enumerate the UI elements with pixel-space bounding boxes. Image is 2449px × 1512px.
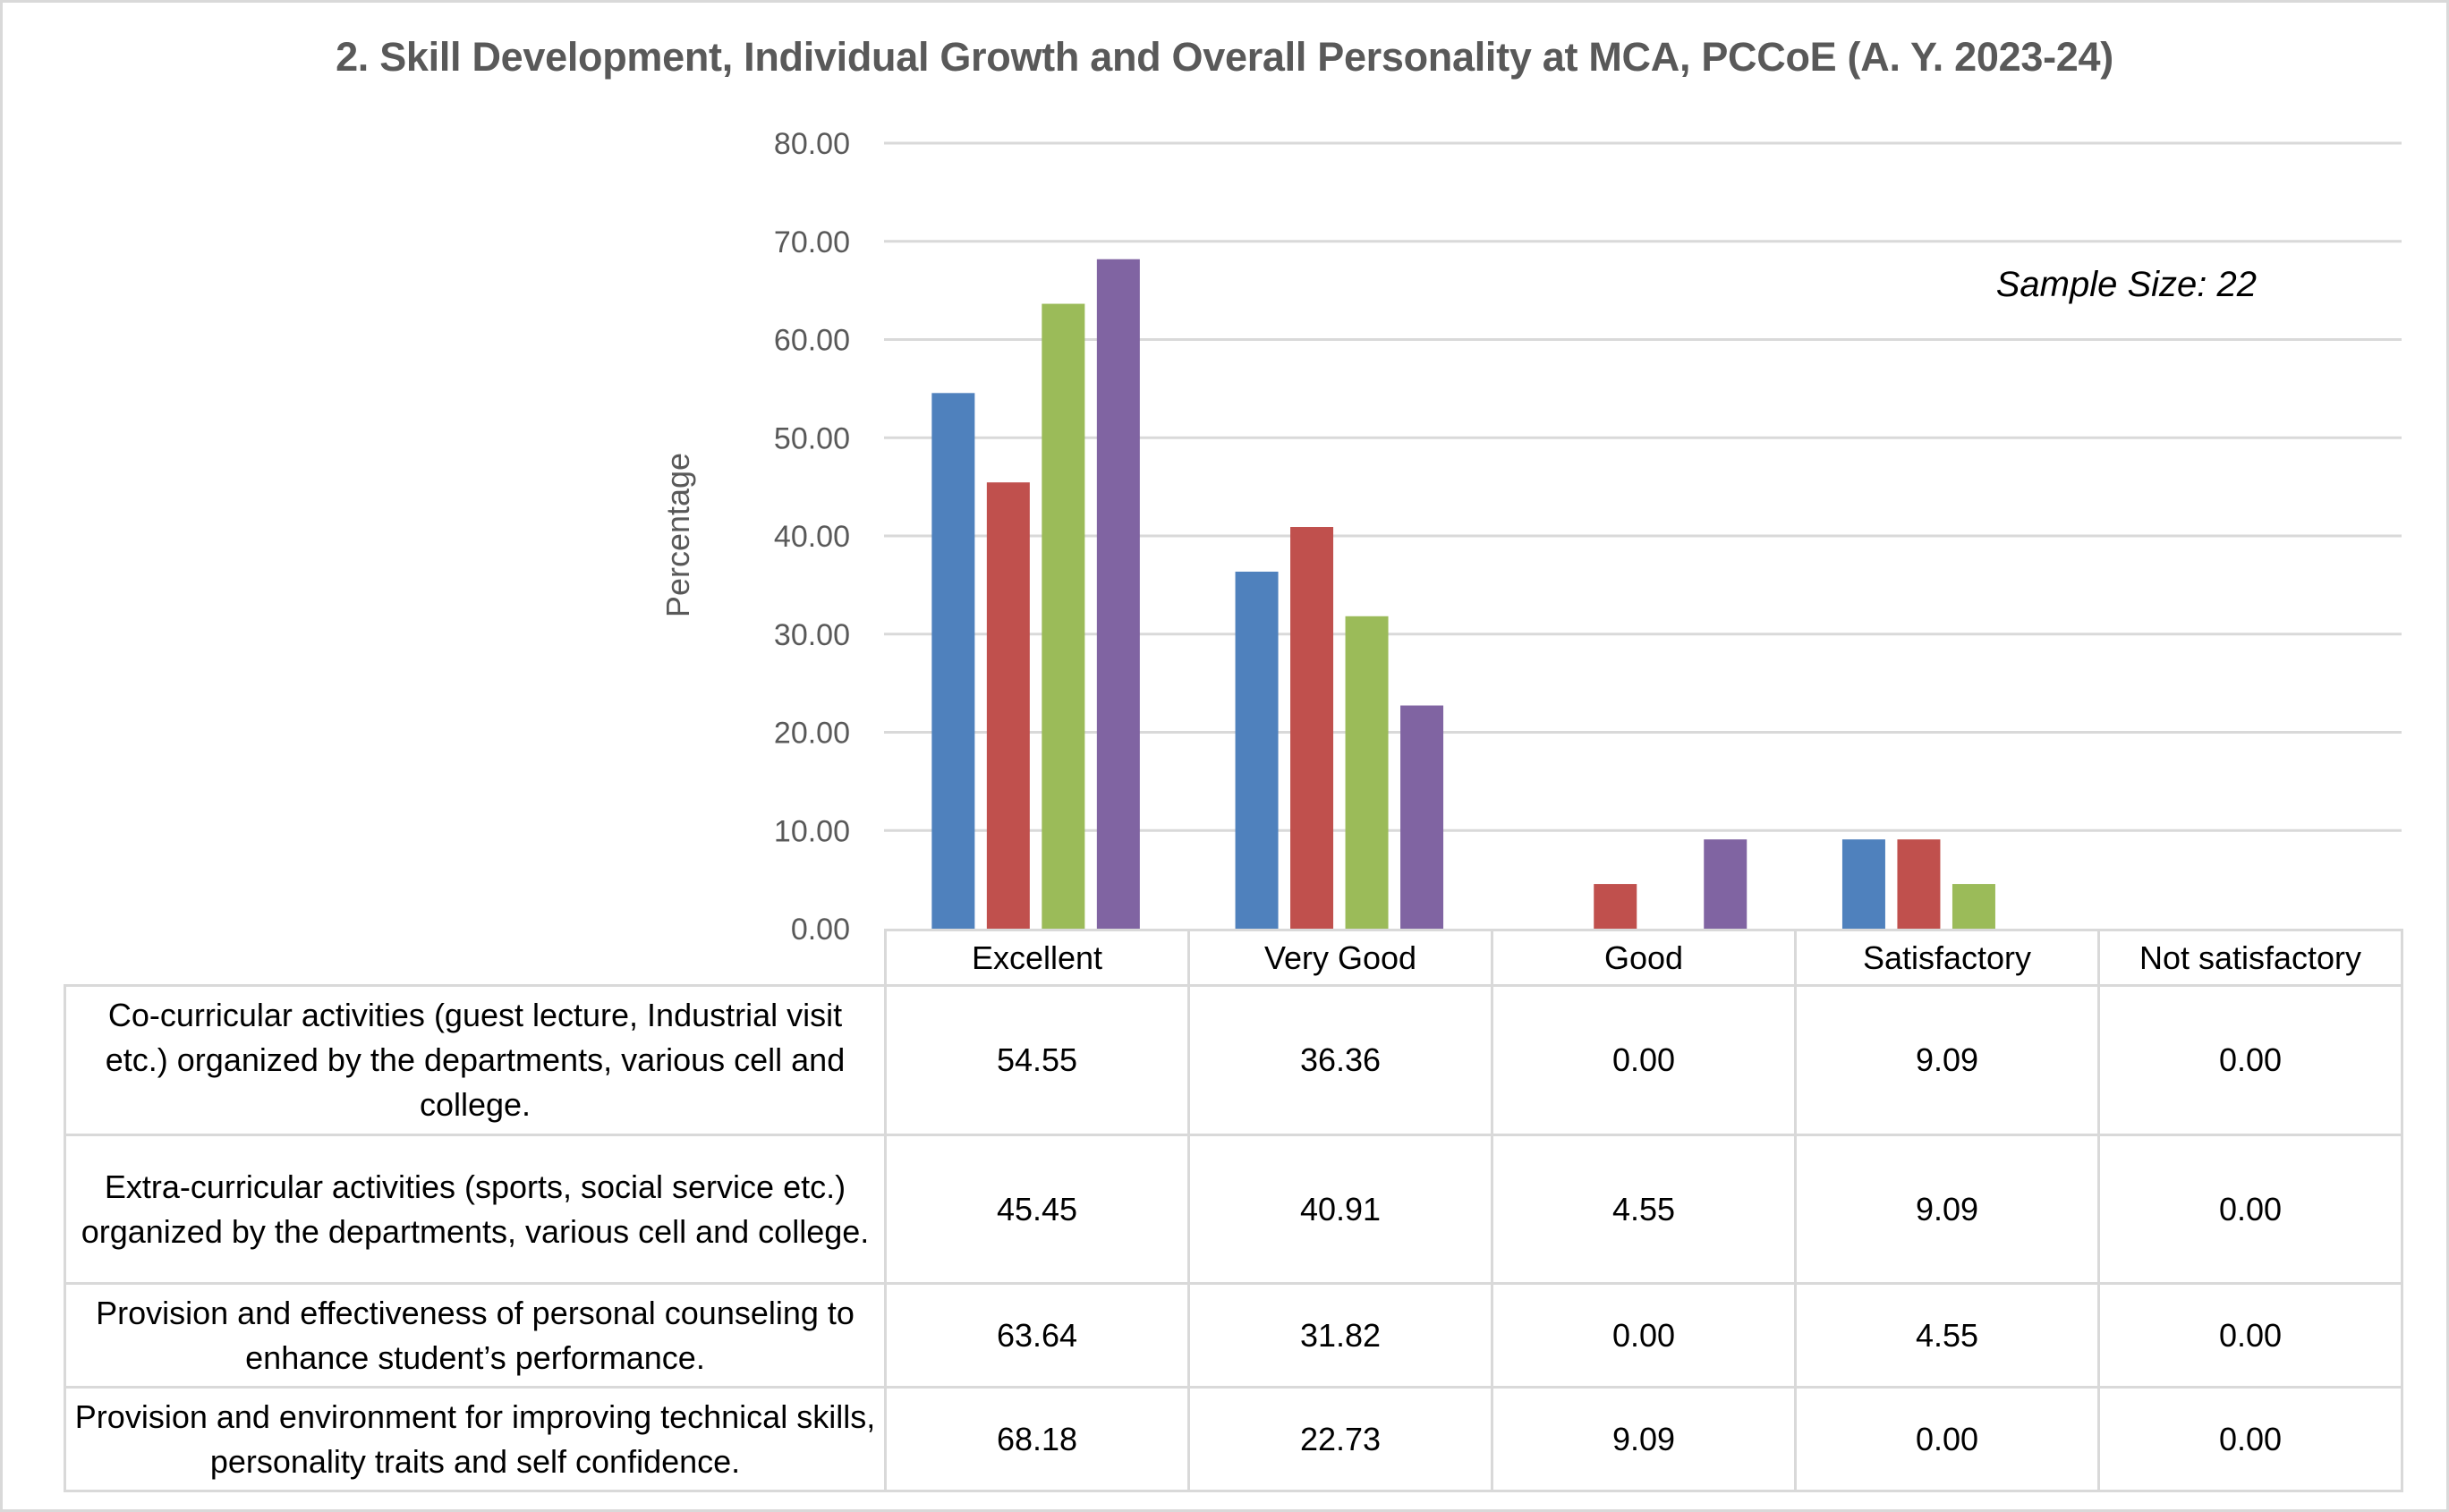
- y-tick-label: 70.00: [774, 225, 850, 259]
- series-label: Provision and environment for improving …: [64, 1386, 887, 1492]
- y-tick-label: 60.00: [774, 324, 850, 358]
- y-tick-label: 20.00: [774, 717, 850, 751]
- data-label: 0.00: [2097, 1386, 2403, 1492]
- table-row: Provision and environment for improving …: [64, 1386, 2403, 1492]
- series-label: Provision and effectiveness of personal …: [64, 1282, 887, 1389]
- data-label: 31.82: [1187, 1282, 1493, 1389]
- table-header-row: Excellent Very Good Good Satisfactory Not sa…: [64, 929, 2403, 987]
- bar: [1042, 303, 1085, 929]
- bar: [1345, 616, 1389, 929]
- data-label: 22.73: [1187, 1386, 1493, 1492]
- data-label: 45.45: [884, 1134, 1190, 1285]
- y-tick-label: 40.00: [774, 520, 850, 554]
- series-label: Extra-curricular activities (sports, soc…: [64, 1134, 887, 1285]
- bar: [1235, 571, 1279, 929]
- data-label: 0.00: [1491, 984, 1797, 1136]
- bar: [1841, 839, 1885, 929]
- data-label: 68.18: [884, 1386, 1190, 1492]
- table-row: Provision and effectiveness of personal …: [64, 1282, 2403, 1389]
- data-label: 9.09: [1794, 1134, 2100, 1285]
- data-label: 63.64: [884, 1282, 1190, 1389]
- data-label: 40.91: [1187, 1134, 1493, 1285]
- y-tick-label: 10.00: [774, 814, 850, 848]
- bar: [931, 393, 975, 930]
- bar: [1952, 884, 1995, 929]
- y-tick-label: 50.00: [774, 421, 850, 455]
- bar: [1897, 839, 1941, 929]
- chart-title: 2. Skill Development, Individual Growth …: [336, 34, 2113, 80]
- data-label: 9.09: [1491, 1386, 1797, 1492]
- data-label: 4.55: [1491, 1134, 1797, 1285]
- x-category-label: Satisfactory: [1794, 929, 2100, 987]
- data-label: 0.00: [2097, 984, 2403, 1136]
- data-label: 9.09: [1794, 984, 2100, 1136]
- bar: [1594, 884, 1637, 929]
- y-axis-ticks: 0.0010.0020.0030.0040.0050.0060.0070.008…: [774, 127, 850, 947]
- x-category-label: Not satisfactory: [2097, 929, 2403, 987]
- table-row: Co-curricular activities (guest lecture,…: [64, 984, 2403, 1136]
- bar: [986, 482, 1030, 929]
- data-label: 4.55: [1794, 1282, 2100, 1389]
- data-label: 0.00: [1794, 1386, 2100, 1492]
- series-label: Co-curricular activities (guest lecture,…: [64, 984, 887, 1136]
- bar: [1290, 527, 1334, 929]
- data-label: 0.00: [2097, 1282, 2403, 1389]
- data-label: 0.00: [2097, 1134, 2403, 1285]
- data-label: 0.00: [1491, 1282, 1797, 1389]
- x-category-label: Good: [1491, 929, 1797, 987]
- y-tick-label: 80.00: [774, 127, 850, 161]
- bar: [1400, 705, 1444, 929]
- data-label: 54.55: [884, 984, 1190, 1136]
- table-corner-blank: [64, 930, 887, 987]
- data-label: 36.36: [1187, 984, 1493, 1136]
- y-tick-label: 30.00: [774, 618, 850, 652]
- data-table: Excellent Very Good Good Satisfactory Not sa…: [64, 929, 2403, 1492]
- sample-size-annotation: Sample Size: 22: [1995, 265, 2257, 304]
- bars: [931, 259, 1995, 930]
- x-category-label: Excellent: [884, 929, 1190, 987]
- x-category-label: Very Good: [1187, 929, 1493, 987]
- bar: [1704, 839, 1747, 929]
- bar: [1096, 259, 1140, 929]
- table-row: Extra-curricular activities (sports, soc…: [64, 1134, 2403, 1285]
